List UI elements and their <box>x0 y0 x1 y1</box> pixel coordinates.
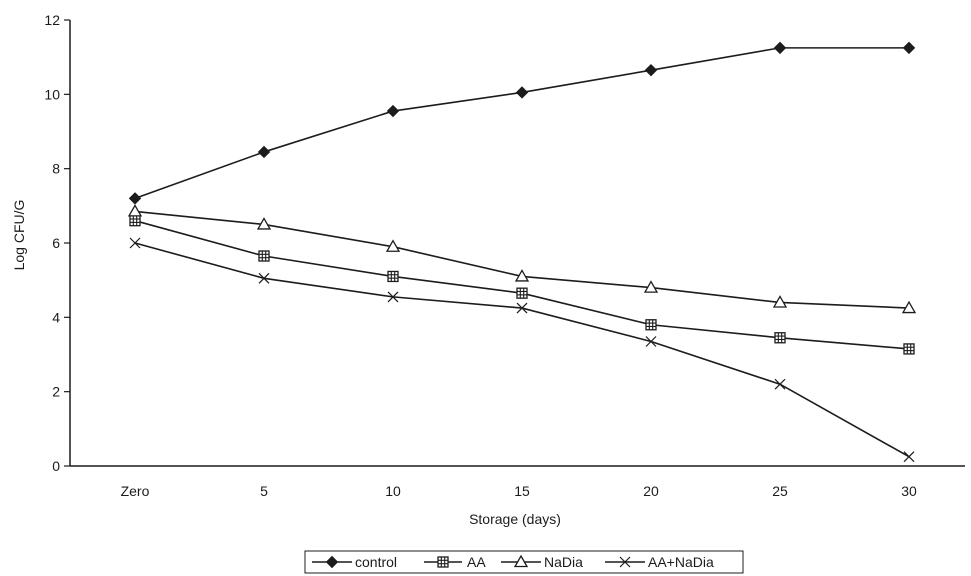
y-tick-label: 12 <box>44 12 60 28</box>
legend-label-aa-nadia: AA+NaDia <box>648 554 714 570</box>
data-point-aa <box>645 319 657 331</box>
data-point-nadia <box>772 295 788 308</box>
data-point-control <box>773 41 787 55</box>
legend-item-aa-nadia: AA+NaDia <box>605 554 714 570</box>
data-point-aa <box>516 287 528 299</box>
legend-label-control: control <box>355 554 397 570</box>
data-point-aa-nadia <box>387 291 399 303</box>
x-axis: Zero 5 10 15 20 25 30 <box>70 465 965 499</box>
data-point-nadia <box>643 280 659 293</box>
series-line-aa <box>134 219 910 350</box>
data-point-control <box>515 86 529 99</box>
y-tick-label: 6 <box>52 235 60 251</box>
y-tick-label: 0 <box>52 458 60 474</box>
data-point-control <box>902 41 916 55</box>
x-tick-label: 25 <box>772 483 788 499</box>
data-point-aa-nadia <box>516 302 528 314</box>
series-nadia <box>127 204 917 314</box>
data-point-nadia <box>901 300 917 314</box>
data-point-control <box>128 192 142 205</box>
legend-label-nadia: NaDia <box>544 554 583 570</box>
data-point-aa-nadia <box>903 451 915 463</box>
series-aa-nadia <box>129 237 915 463</box>
plot-area <box>127 41 917 463</box>
data-point-aa <box>258 250 270 262</box>
legend-marker-nadia <box>513 554 529 568</box>
data-point-control <box>386 104 400 118</box>
data-point-aa-nadia <box>129 237 141 249</box>
x-tick-label: Zero <box>121 483 150 499</box>
legend-marker-aa-nadia <box>619 556 631 568</box>
x-axis-label: Storage (days) <box>469 511 561 527</box>
x-tick-label: 10 <box>385 483 401 499</box>
y-axis-label: Log CFU/G <box>11 200 27 271</box>
data-point-aa <box>903 343 915 355</box>
series-line-control <box>134 47 909 200</box>
legend-item-control: control <box>312 554 397 570</box>
y-tick-label: 8 <box>52 161 60 177</box>
y-tick-label: 10 <box>44 86 60 102</box>
legend: control AA NaDia AA+NaDia <box>304 550 744 574</box>
legend-item-nadia: NaDia <box>501 554 583 570</box>
data-point-nadia <box>385 239 401 252</box>
x-tick-label: 20 <box>643 483 659 499</box>
x-tick-label: 5 <box>260 483 268 499</box>
legend-marker-control <box>325 555 339 569</box>
series-aa <box>129 215 915 355</box>
data-point-aa-nadia <box>774 378 786 390</box>
legend-marker-aa <box>437 556 449 568</box>
data-point-aa <box>129 215 141 227</box>
data-point-control <box>644 63 658 77</box>
data-point-control <box>257 145 271 159</box>
y-tick-label: 4 <box>52 309 60 325</box>
data-point-nadia <box>127 204 143 217</box>
legend-label-aa: AA <box>467 554 486 570</box>
data-point-aa <box>774 332 786 344</box>
data-point-nadia <box>514 269 530 282</box>
data-point-nadia <box>256 217 272 230</box>
x-tick-label: 30 <box>901 483 917 499</box>
legend-item-aa: AA <box>424 554 486 570</box>
data-point-aa-nadia <box>645 336 657 347</box>
data-point-aa <box>387 270 399 283</box>
x-tick-label: 15 <box>514 483 530 499</box>
series-control <box>128 41 916 205</box>
data-point-aa-nadia <box>258 272 270 284</box>
y-tick-label: 2 <box>52 384 60 400</box>
y-axis: 0 2 4 6 8 10 12 <box>44 12 71 474</box>
